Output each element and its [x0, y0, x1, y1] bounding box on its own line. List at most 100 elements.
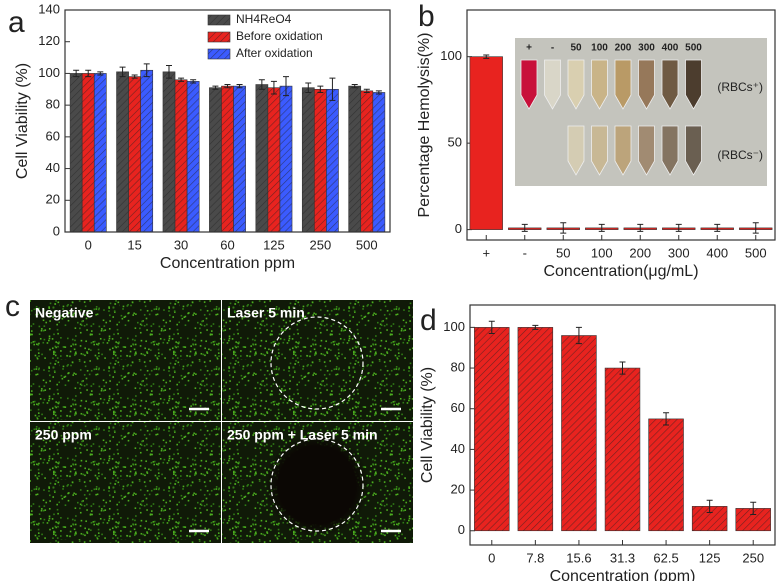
micrograph [30, 300, 221, 421]
error-line [97, 71, 104, 76]
bar [162, 71, 176, 233]
error-bar [85, 69, 92, 78]
error-line [714, 223, 721, 232]
x-tick-label: - [523, 245, 527, 260]
bar [314, 88, 327, 233]
y-tick-label: 140 [38, 1, 60, 16]
x-tick-label: 200 [629, 245, 651, 260]
legend-label: Before oxidation [236, 29, 323, 43]
bar [517, 327, 554, 532]
y-tick-label: 100 [440, 48, 462, 63]
error-bar [119, 66, 126, 78]
y-tick-label: 40 [46, 160, 60, 175]
error-bar [675, 223, 682, 232]
y-tick-label: 0 [458, 522, 465, 537]
error-line [637, 223, 644, 232]
inset-label: 300 [638, 43, 655, 54]
bar [221, 85, 234, 233]
inset-label: 200 [615, 43, 632, 54]
error-line [521, 223, 528, 232]
error-bar [375, 90, 382, 95]
x-tick-label: 250 [310, 237, 332, 252]
inset-label: 400 [662, 43, 679, 54]
tube [685, 125, 702, 176]
error-line [258, 79, 265, 90]
error-bar [575, 326, 582, 345]
error-bar [283, 76, 289, 97]
bar [209, 87, 222, 233]
bar [279, 85, 293, 233]
y-tick-label: 0 [53, 223, 60, 238]
x-tick-label: + [482, 245, 490, 260]
y-tick-label: 40 [451, 441, 465, 456]
error-line [483, 54, 490, 59]
error-bar [305, 82, 312, 93]
x-axis-label: Concentration ppm [160, 255, 295, 272]
y-tick-label: 60 [46, 128, 60, 143]
micrograph [30, 422, 221, 543]
tube [520, 59, 538, 110]
legend-swatch [207, 48, 231, 60]
x-tick-label: 7.8 [526, 550, 544, 565]
image-label: Negative [35, 305, 94, 321]
y-tick-label: 100 [443, 319, 465, 334]
laser-spot [270, 316, 364, 410]
panel-label: c [5, 290, 20, 323]
panel-label: a [8, 6, 25, 39]
image-label: Laser 5 min [227, 305, 305, 321]
x-tick-label: 60 [220, 237, 234, 252]
error-line [560, 222, 567, 234]
tube [567, 125, 585, 176]
error-line [750, 501, 757, 515]
error-line [143, 63, 150, 78]
error-line [663, 412, 670, 426]
error-line [283, 76, 289, 97]
inset-label: 50 [570, 43, 582, 54]
tube [591, 125, 608, 176]
error-bar [258, 79, 265, 90]
error-bar [637, 223, 644, 232]
error-line [706, 499, 713, 513]
error-bar [663, 412, 670, 426]
tube [614, 125, 632, 176]
error-bar [488, 320, 495, 334]
bar [174, 79, 188, 233]
bar [469, 56, 503, 230]
error-bar [212, 85, 219, 90]
bar [348, 85, 362, 233]
error-bar [190, 79, 197, 84]
y-axis-label: Cell Viability (%) [14, 63, 31, 179]
error-line [752, 222, 759, 234]
error-bar [532, 324, 539, 330]
error-bar [270, 80, 277, 95]
error-line [119, 66, 126, 78]
x-tick-label: 31.3 [610, 550, 635, 565]
error-bar [706, 499, 713, 513]
error-line [178, 77, 185, 82]
error-line [488, 320, 495, 334]
error-line [317, 85, 324, 93]
y-axis-label: Cell Viability (%) [419, 367, 436, 483]
error-bar [131, 74, 138, 79]
error-line [619, 361, 626, 375]
error-bar [752, 222, 759, 234]
micrograph [222, 300, 413, 421]
bar [326, 88, 339, 233]
y-tick-label: 80 [46, 97, 60, 112]
y-axis-label: Percentage Hemolysis(%) [416, 33, 433, 218]
inset-label: 500 [685, 43, 702, 54]
tube [544, 59, 561, 110]
bar [140, 69, 154, 233]
legend-swatch [207, 14, 231, 26]
bar [604, 367, 641, 532]
error-bar [521, 223, 528, 232]
error-line [575, 326, 582, 345]
plot-frame [469, 304, 776, 546]
error-bar [224, 84, 231, 89]
error-line [351, 84, 358, 89]
y-tick-label: 100 [38, 65, 60, 80]
bar [69, 73, 83, 233]
x-tick-label: 62.5 [653, 550, 678, 565]
error-bar [560, 222, 567, 234]
error-line [329, 77, 336, 101]
